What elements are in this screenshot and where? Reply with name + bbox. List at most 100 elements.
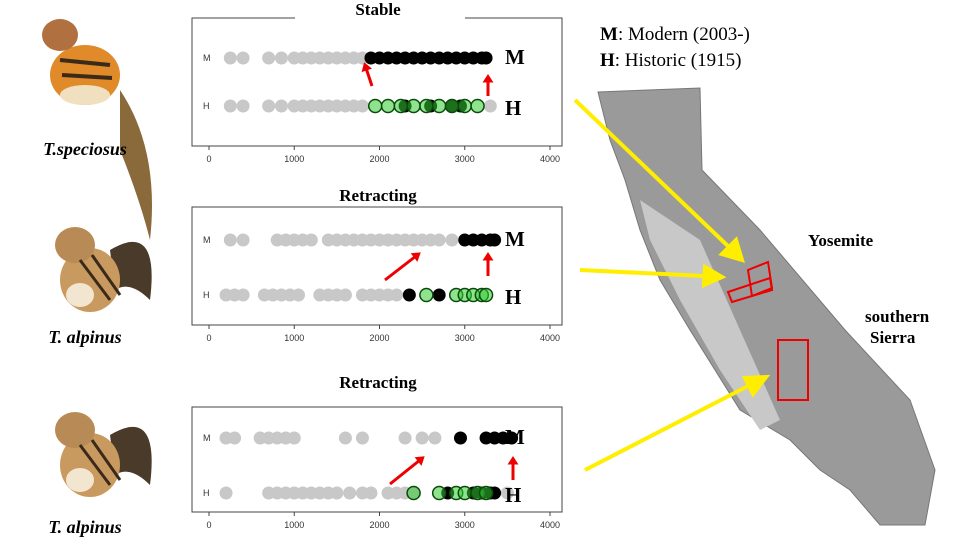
historic-record xyxy=(458,100,471,113)
x-tick-label: 2000 xyxy=(369,333,389,343)
historic-record xyxy=(433,100,446,113)
historic-record xyxy=(445,100,458,113)
record xyxy=(292,289,305,302)
legend-key: H xyxy=(600,50,615,71)
historic-record xyxy=(480,487,493,500)
x-tick-label: 1000 xyxy=(284,154,304,164)
plot-frame xyxy=(192,18,562,146)
row-label: M xyxy=(203,53,211,63)
x-tick-label: 3000 xyxy=(455,520,475,530)
record xyxy=(237,289,250,302)
record xyxy=(224,234,237,247)
record xyxy=(454,432,467,445)
x-tick-label: 0 xyxy=(206,520,211,530)
species-label: T.speciosus xyxy=(43,139,127,159)
row-label: H xyxy=(203,101,210,111)
historic-record xyxy=(382,100,395,113)
record xyxy=(480,52,493,65)
row-key: M xyxy=(505,45,525,69)
record xyxy=(237,100,250,113)
chipmunk-alpinus-1 xyxy=(55,227,152,312)
historic-record xyxy=(420,289,433,302)
historic-record xyxy=(433,487,446,500)
historic-record xyxy=(407,100,420,113)
record xyxy=(403,289,416,302)
x-tick-label: 3000 xyxy=(455,154,475,164)
historic-record xyxy=(394,100,407,113)
legend-text: : Historic (1915) xyxy=(615,50,742,71)
map-label: Yosemite xyxy=(808,231,874,250)
x-tick-label: 4000 xyxy=(540,520,560,530)
record xyxy=(224,100,237,113)
record xyxy=(305,234,318,247)
record xyxy=(433,289,446,302)
record xyxy=(339,432,352,445)
record xyxy=(445,234,458,247)
panel-title: Retracting xyxy=(339,186,417,205)
legend-text: : Modern (2003-) xyxy=(618,24,750,45)
red-arrow xyxy=(385,256,416,280)
historic-record xyxy=(420,100,433,113)
record xyxy=(330,487,343,500)
record xyxy=(262,100,275,113)
x-tick-label: 4000 xyxy=(540,154,560,164)
red-arrow xyxy=(390,460,420,484)
row-key: M xyxy=(505,227,525,251)
historic-record xyxy=(480,289,493,302)
historic-record xyxy=(471,100,484,113)
panel-title: Retracting xyxy=(339,373,417,392)
record xyxy=(275,100,288,113)
x-tick-label: 0 xyxy=(206,333,211,343)
record xyxy=(262,52,275,65)
record xyxy=(288,432,301,445)
record xyxy=(339,289,352,302)
record xyxy=(428,432,441,445)
species-label: T. alpinus xyxy=(48,327,121,347)
record xyxy=(275,52,288,65)
historic-record xyxy=(407,487,420,500)
row-label: H xyxy=(203,488,210,498)
legend-key: M xyxy=(600,24,618,45)
record xyxy=(356,100,369,113)
x-tick-label: 1000 xyxy=(284,333,304,343)
historic-record xyxy=(458,487,471,500)
record xyxy=(228,432,241,445)
record xyxy=(399,432,412,445)
red-arrow-head xyxy=(483,74,494,82)
x-tick-label: 2000 xyxy=(369,520,389,530)
red-arrow-head xyxy=(508,456,519,464)
x-tick-label: 0 xyxy=(206,154,211,164)
legend-historic: H: Historic (1915) xyxy=(600,50,741,71)
record xyxy=(390,289,403,302)
panel-title: Stable xyxy=(355,0,401,19)
row-key: M xyxy=(505,425,525,449)
map-label: southern xyxy=(865,307,930,326)
record xyxy=(356,432,369,445)
record xyxy=(237,234,250,247)
chipmunk-speciosus xyxy=(42,19,152,240)
historic-record xyxy=(369,100,382,113)
row-label: M xyxy=(203,235,211,245)
figure: M: Modern (2003-) H: Historic (1915) Yos… xyxy=(0,0,965,556)
record xyxy=(343,487,356,500)
red-arrow xyxy=(366,68,372,86)
row-key: H xyxy=(505,96,521,120)
record xyxy=(484,100,497,113)
x-tick-label: 2000 xyxy=(369,154,389,164)
x-tick-label: 4000 xyxy=(540,333,560,343)
row-key: H xyxy=(505,483,521,507)
row-label: H xyxy=(203,290,210,300)
x-tick-label: 3000 xyxy=(455,333,475,343)
x-tick-label: 1000 xyxy=(284,520,304,530)
red-arrow-head xyxy=(483,252,494,260)
record xyxy=(416,432,429,445)
record xyxy=(237,52,250,65)
record xyxy=(364,487,377,500)
record xyxy=(488,234,501,247)
legend-modern: M: Modern (2003-) xyxy=(600,24,750,45)
species-label: T. alpinus xyxy=(48,517,121,537)
row-label: M xyxy=(203,433,211,443)
chipmunk-alpinus-2 xyxy=(55,412,152,497)
map-label: Sierra xyxy=(870,328,916,347)
record xyxy=(220,487,233,500)
